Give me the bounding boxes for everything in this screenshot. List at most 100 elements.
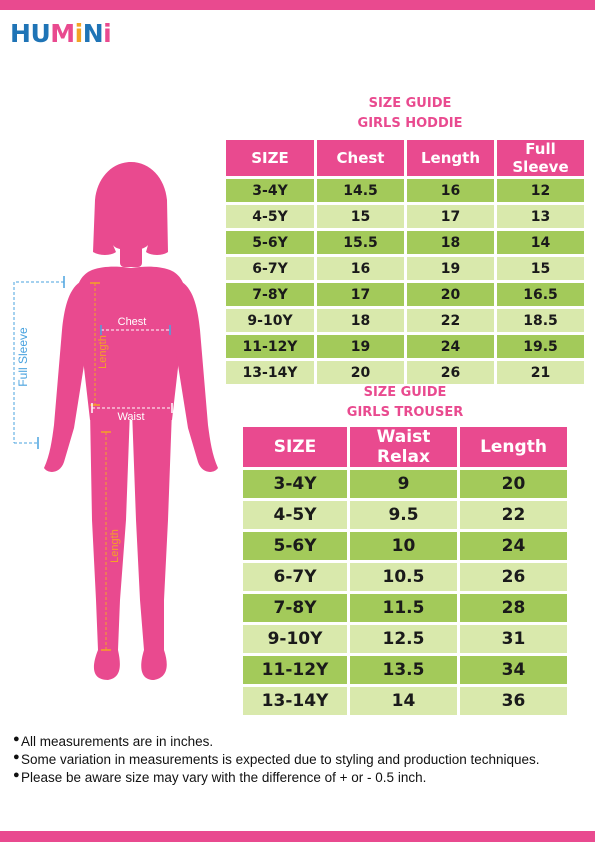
hoodie-header-row: SIZE Chest Length Full Sleeve [226,140,584,176]
column-header: Length [407,140,494,176]
hoodie-title-line2: GIRLS HODDIE [357,116,463,131]
logo-letter: U [30,19,51,48]
footnotes: ● All measurements are in inches. ● Some v… [13,733,588,787]
table-row: 9-10Y 18 22 18.5 [226,309,584,332]
note-text: Some variation in measurements is expect… [21,752,540,767]
table-row: 11-12Y 19 24 19.5 [226,335,584,358]
measurement-cell: 26 [407,361,494,384]
measurement-cell: 9 [350,470,457,498]
size-cell: 3-4Y [243,470,347,498]
measurement-cell: 10 [350,532,457,560]
size-cell: 13-14Y [226,361,314,384]
measurement-cell: 16 [407,179,494,202]
measurement-cell: 15 [497,257,584,280]
measurement-cell: 13.5 [350,656,457,684]
size-cell: 9-10Y [243,625,347,653]
measurement-cell: 20 [407,283,494,306]
column-header: SIZE [226,140,314,176]
top-length-label: Length [97,335,109,369]
size-cell: 11-12Y [243,656,347,684]
measurement-cell: 9.5 [350,501,457,529]
column-header: Chest [317,140,404,176]
logo-letter: M [50,19,75,48]
table-row: 7-8Y 11.5 28 [243,594,567,622]
measurement-cell: 18 [317,309,404,332]
table-row: 6-7Y 10.5 26 [243,563,567,591]
size-cell: 9-10Y [226,309,314,332]
measurement-cell: 19.5 [497,335,584,358]
trouser-size-table: SIZE Waist Relax Length 3-4Y 9 20 4-5Y 9.5 22 5-… [240,424,570,718]
child-silhouette [44,162,218,680]
full-sleeve-measure-line [13,276,65,449]
chest-label: Chest [118,316,147,328]
waist-measure-line [91,403,173,413]
logo-letter: H [10,19,31,48]
measurement-cell: 26 [460,563,567,591]
child-figure-diagram: Chest Length Full Sleeve Waist Length [13,162,218,680]
trouser-title-line2: GIRLS TROUSER [346,405,464,420]
measurement-cell: 22 [460,501,567,529]
measurement-cell: 10.5 [350,563,457,591]
top-border-bar [0,0,595,10]
note-1: ● All measurements are in inches. [13,733,588,751]
trouser-header-row: SIZE Waist Relax Length [243,427,567,467]
column-header: Waist Relax [350,427,457,467]
trouser-title-line1: SIZE GUIDE [363,385,447,400]
measurement-cell: 14 [497,231,584,254]
size-cell: 6-7Y [226,257,314,280]
size-cell: 5-6Y [226,231,314,254]
size-cell: 3-4Y [226,179,314,202]
bullet-icon: ● [13,751,20,763]
size-cell: 13-14Y [243,687,347,715]
hoodie-guide-title: SIZE GUIDE GIRLS HODDIE [320,94,500,134]
measurement-cell: 16.5 [497,283,584,306]
table-row: 11-12Y 13.5 34 [243,656,567,684]
measurement-cell: 15.5 [317,231,404,254]
size-cell: 4-5Y [243,501,347,529]
size-cell: 7-8Y [226,283,314,306]
measurement-cell: 34 [460,656,567,684]
logo-letter: i [103,19,112,48]
measurement-cell: 31 [460,625,567,653]
full-sleeve-label: Full Sleeve [16,327,30,387]
measurement-cell: 15 [317,205,404,228]
measurement-cell: 24 [460,532,567,560]
bullet-icon: ● [13,733,20,745]
table-row: 5-6Y 10 24 [243,532,567,560]
logo-letter: N [82,19,104,48]
measurement-cell: 20 [317,361,404,384]
table-row: 13-14Y 14 36 [243,687,567,715]
bottom-border-bar [0,831,595,842]
note-3: ● Please be aware size may vary with the … [13,769,588,787]
measurement-cell: 17 [317,283,404,306]
chest-measure-line [100,325,171,335]
size-cell: 4-5Y [226,205,314,228]
measurement-cell: 36 [460,687,567,715]
note-text: All measurements are in inches. [21,734,214,749]
measurement-cell: 16 [317,257,404,280]
measurement-cell: 17 [407,205,494,228]
column-header: Length [460,427,567,467]
waist-label: Waist [117,411,144,423]
measurement-cell: 13 [497,205,584,228]
table-row: 3-4Y 9 20 [243,470,567,498]
bottom-length-label: Length [109,529,121,563]
table-row: 3-4Y 14.5 16 12 [226,179,584,202]
table-row: 5-6Y 15.5 18 14 [226,231,584,254]
column-header: SIZE [243,427,347,467]
measurement-cell: 19 [407,257,494,280]
bottom-length-measure-line [101,431,111,651]
table-row: 6-7Y 16 19 15 [226,257,584,280]
table-row: 7-8Y 17 20 16.5 [226,283,584,306]
size-cell: 6-7Y [243,563,347,591]
measurement-cell: 22 [407,309,494,332]
size-cell: 11-12Y [226,335,314,358]
measurement-cell: 11.5 [350,594,457,622]
measurement-cell: 14 [350,687,457,715]
column-header: Full Sleeve [497,140,584,176]
table-row: 9-10Y 12.5 31 [243,625,567,653]
hoodie-size-table: SIZE Chest Length Full Sleeve 3-4Y 14.5 16 12 4… [223,137,587,387]
trouser-guide-title: SIZE GUIDE GIRLS TROUSER [315,383,495,423]
measurement-cell: 28 [460,594,567,622]
size-cell: 5-6Y [243,532,347,560]
